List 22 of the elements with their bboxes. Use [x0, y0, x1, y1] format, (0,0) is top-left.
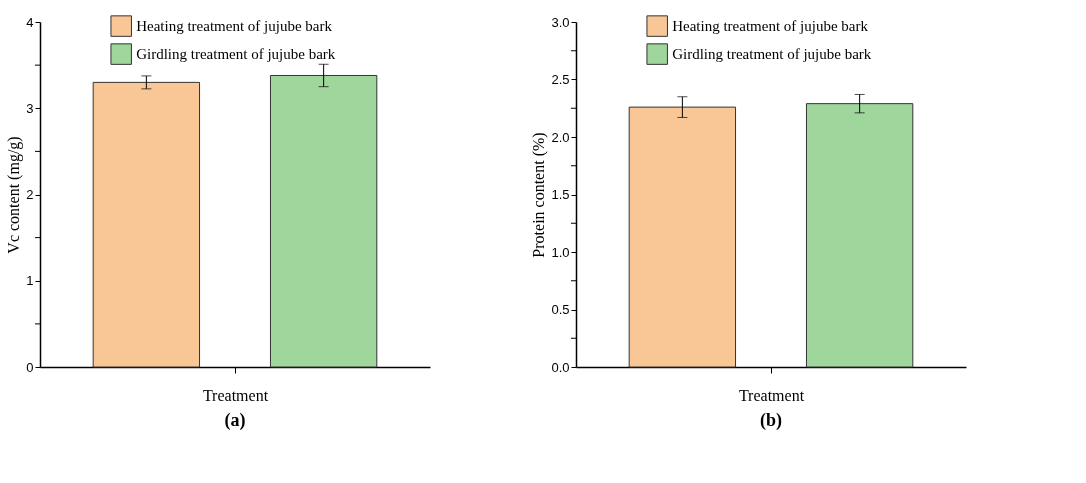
text: (b)	[760, 409, 782, 431]
legend-label: Heating treatment of jujube bark	[672, 18, 869, 35]
y-tick-label: 0	[26, 359, 34, 375]
y-tick-label: 1.5	[551, 187, 570, 202]
y-tick-label: 4	[26, 14, 34, 30]
y-tick-label: 3.0	[551, 14, 570, 30]
y-tick-label: 0.5	[551, 302, 570, 317]
y-tick-label: 0.0	[551, 359, 570, 375]
y-tick-label: 2	[26, 187, 34, 202]
y-tick-label: 1.0	[551, 244, 570, 260]
legend-label: Girdling treatment of jujube bark	[136, 46, 336, 63]
y-axis-title: Protein content (%)	[530, 132, 549, 258]
legend-label: Girdling treatment of jujube bark	[672, 46, 872, 63]
text: (a)	[224, 409, 246, 431]
legend-label: Heating treatment of jujube bark	[136, 18, 333, 35]
y-tick-label: 2.0	[551, 129, 570, 145]
x-axis-title: Treatment	[202, 387, 269, 404]
y-tick-label: 2.5	[551, 72, 570, 87]
x-axis-title: Treatment	[738, 387, 805, 404]
y-tick-label: 1	[26, 273, 34, 289]
y-axis-title: Vc content (mg/g)	[5, 136, 24, 254]
y-tick-label: 3	[26, 100, 34, 116]
